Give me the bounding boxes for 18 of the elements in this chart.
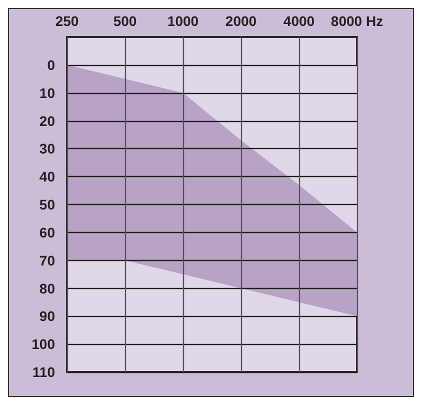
y-tick-label: 90: [39, 308, 56, 324]
y-tick-label: 60: [39, 224, 56, 240]
y-tick-label: 10: [39, 84, 56, 101]
x-tick-label: 1000: [167, 13, 199, 29]
x-tick-label: 500: [113, 13, 137, 29]
y-tick-label: 80: [39, 280, 56, 296]
x-tick-label: 250: [55, 13, 79, 29]
y-tick-label: 110: [32, 364, 56, 380]
y-tick-label: 40: [39, 168, 56, 185]
y-tick-label: 50: [39, 196, 56, 212]
y-tick-label: 0: [47, 56, 56, 73]
y-tick-label: 100: [32, 336, 56, 352]
y-tick-label: 30: [39, 140, 56, 157]
x-tick-label: 8000 Hz: [330, 13, 384, 29]
x-tick-label: 2000: [225, 13, 257, 29]
y-tick-label: 70: [39, 252, 56, 268]
x-tick-label: 4000: [283, 13, 315, 29]
y-tick-label: 20: [39, 112, 56, 129]
